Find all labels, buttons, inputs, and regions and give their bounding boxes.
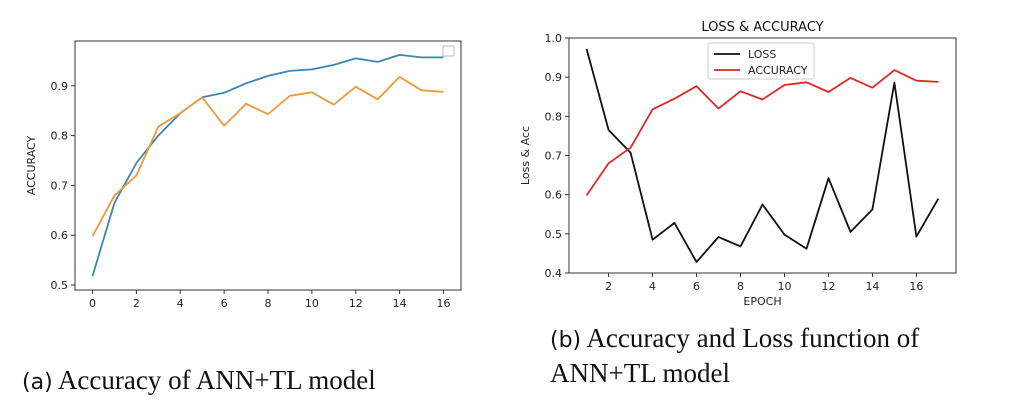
x-tick-label: 10 xyxy=(777,280,791,293)
x-tick-label: 16 xyxy=(436,297,450,310)
x-tick-label: 2 xyxy=(605,280,612,293)
y-tick-label: 0.6 xyxy=(51,229,69,242)
y-tick-label: 0.5 xyxy=(545,228,563,241)
legend-label: ACCURACY xyxy=(748,64,808,77)
caption-b-line1: Accuracy and Loss function of xyxy=(586,323,920,353)
caption-b-marker: (b) xyxy=(550,328,582,353)
y-tick-label: 0.8 xyxy=(51,130,69,143)
legend-label: LOSS xyxy=(748,48,776,61)
y-tick-label: 0.7 xyxy=(545,150,563,163)
caption-a-text: Accuracy of ANN+TL model xyxy=(57,365,376,395)
caption-b: (b) Accuracy and Loss function of ANN+TL… xyxy=(550,322,919,389)
right-chart: 2 4 6 8 10 12 14 16 0.4 0.5 0.6 0.7 0.8 0.9 1.0 Loss & … xyxy=(519,20,957,308)
right-chart-series-1-line xyxy=(585,48,940,263)
x-tick-label: 14 xyxy=(865,280,879,293)
x-tick-label: 4 xyxy=(649,280,656,293)
x-tick-label: 10 xyxy=(305,297,319,310)
caption-a-marker: (a) xyxy=(22,370,53,395)
y-tick-label: 0.8 xyxy=(545,110,563,123)
right-chart-title: LOSS & ACCURACY xyxy=(701,20,823,35)
x-tick-label: 12 xyxy=(821,280,835,293)
x-tick-label: 2 xyxy=(133,297,140,310)
x-tick-label: 16 xyxy=(909,280,923,293)
left-chart: 0 2 4 6 8 10 12 14 16 0.5 0.6 0.7 0.8 0.9 ACCURACY xyxy=(25,40,462,310)
x-tick-label: 12 xyxy=(349,297,363,310)
y-tick-label: 0.9 xyxy=(51,80,69,93)
y-tick-label: 0.5 xyxy=(51,279,69,292)
right-chart-y-axis-label: Loss & Acc xyxy=(519,126,532,185)
y-tick-label: 1.0 xyxy=(545,32,563,45)
x-tick-label: 14 xyxy=(393,297,407,310)
y-tick-label: 0.9 xyxy=(545,71,563,84)
x-tick-label: 6 xyxy=(221,297,228,310)
x-tick-label: 6 xyxy=(693,280,700,293)
x-tick-label: 0 xyxy=(89,297,96,310)
left-chart-y-axis-label: ACCURACY xyxy=(25,135,38,195)
right-chart-series-2-line xyxy=(585,69,939,196)
y-tick-label: 0.7 xyxy=(51,179,69,192)
left-chart-series-2-line xyxy=(91,76,444,237)
x-tick-label: 8 xyxy=(737,280,744,293)
caption-b-line2: ANN+TL model xyxy=(550,358,730,388)
caption-a: (a) Accuracy of ANN+TL model xyxy=(22,364,376,399)
x-tick-label: 4 xyxy=(177,297,184,310)
y-tick-label: 0.6 xyxy=(545,189,563,202)
left-chart-empty-legend xyxy=(442,45,455,57)
y-tick-label: 0.4 xyxy=(545,267,563,280)
x-tick-label: 8 xyxy=(265,297,272,310)
right-chart-x-axis-label: EPOCH xyxy=(743,295,781,308)
left-chart-series-1-line xyxy=(91,54,444,277)
